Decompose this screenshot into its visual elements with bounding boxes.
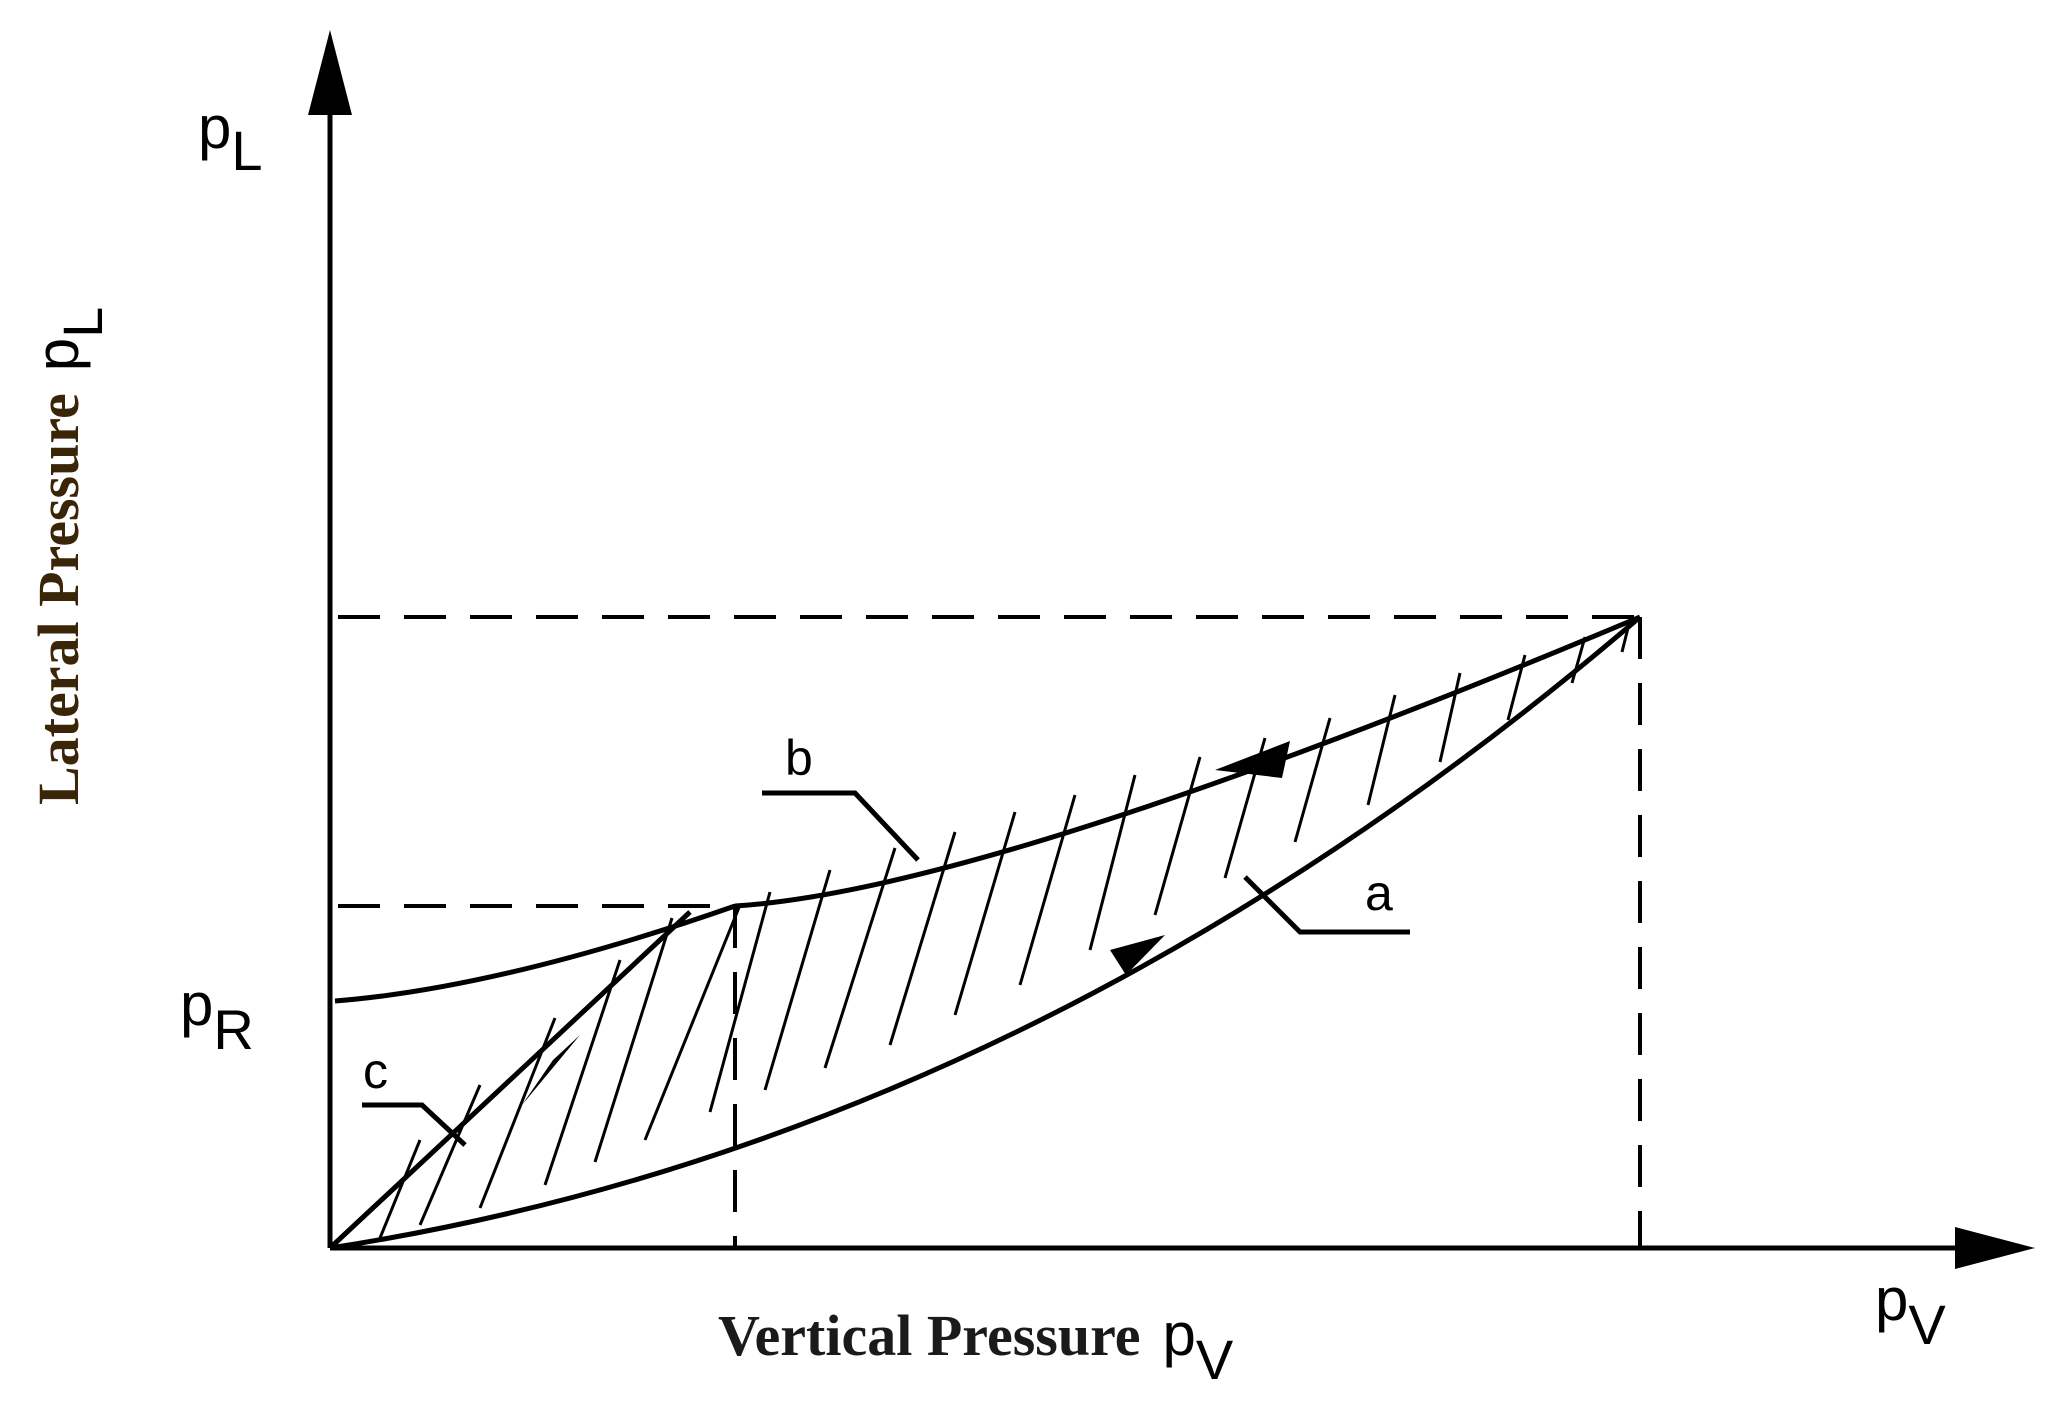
hatch-line — [1018, 794, 1077, 986]
hatch-line — [418, 1084, 482, 1226]
hysteresis-hatching — [378, 627, 1630, 1239]
hatch-line — [1153, 756, 1202, 916]
hatch-line — [953, 811, 1017, 1016]
hatch-line — [888, 831, 957, 1046]
curve-a-loading — [329, 615, 1642, 1251]
curve-b-unloading — [734, 614, 1641, 909]
hatch-line — [643, 904, 742, 1141]
x-axis-arrowhead — [1955, 1227, 2035, 1269]
hatch-line — [763, 869, 832, 1091]
hatch-line — [593, 917, 674, 1163]
hatch-line — [378, 1139, 422, 1239]
x-axis-symbol: pV — [1875, 1266, 1946, 1356]
residual-pressure-label: pR — [180, 971, 254, 1061]
hatch-line — [1366, 694, 1397, 806]
x-axis-title: Vertical Pressure pV — [718, 1301, 1234, 1391]
curve-a-leader — [1243, 875, 1410, 935]
hatch-line — [1620, 627, 1630, 653]
hatch-line — [543, 959, 622, 1186]
curve-b-leader — [762, 790, 920, 862]
curve-b-direction-arrow — [1215, 741, 1290, 778]
curve-c-direction-arrow — [522, 1035, 580, 1105]
y-axis-title: Lateral PressurepL — [24, 307, 114, 805]
hatch-line — [708, 891, 772, 1113]
hatch-line — [1293, 717, 1332, 843]
hatch-line — [1088, 774, 1137, 951]
curve-b-extension — [334, 903, 736, 1004]
curve-c-reloading — [328, 910, 692, 1250]
y-axis-symbol: pL — [198, 94, 263, 182]
hatch-line — [1570, 636, 1587, 684]
curve-c-label: c — [363, 1043, 388, 1099]
curve-a-label: a — [1365, 865, 1393, 921]
curve-a-direction-arrow — [1110, 935, 1165, 975]
curve-c-leader — [362, 1102, 467, 1147]
hatch-line — [1438, 672, 1462, 763]
curve-b-label: b — [785, 730, 813, 786]
y-axis-arrowhead — [308, 30, 352, 115]
